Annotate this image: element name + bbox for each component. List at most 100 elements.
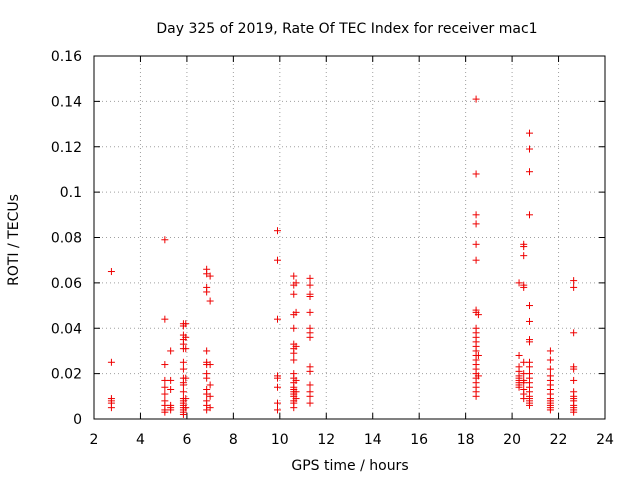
data-point [474,351,482,359]
x-tick-label: 12 [317,432,335,448]
x-tick-labels: 2 4 6 8 10 12 14 16 18 20 22 24 [90,432,614,448]
data-point [474,372,482,380]
data-point [526,168,534,176]
data-point [472,170,480,178]
data-point [520,252,528,260]
data-point [570,376,578,384]
data-point [526,129,534,137]
data-point [273,256,281,264]
data-point [292,376,300,384]
data-point [306,381,314,389]
data-point [161,315,169,323]
data-point [273,383,281,391]
data-point [107,268,115,276]
data-point [273,227,281,235]
x-tick-label: 10 [271,432,289,448]
y-tick-label: 0.08 [51,231,82,247]
data-point [306,333,314,341]
data-point [290,404,298,412]
data-point [161,236,169,244]
y-tick-label: 0.1 [60,185,82,201]
y-axis-label: ROTI / TECUs [6,194,22,286]
y-tick-label: 0.12 [51,140,82,156]
data-point [546,406,554,414]
data-point [472,240,480,248]
data-point [182,374,190,382]
data-point [520,243,528,251]
data-point [526,317,534,325]
data-point [290,290,298,298]
data-point [273,406,281,414]
data-point [526,338,534,346]
data-point [179,365,187,373]
data-point [179,381,187,389]
data-point [474,311,482,319]
axis-layer [93,55,606,420]
data-point [306,399,314,407]
data-point [290,349,298,357]
data-point [206,361,214,369]
data-point [107,404,115,412]
data-point [161,383,169,391]
data-point [182,345,190,353]
data-point [203,288,211,296]
data-point [306,292,314,300]
data-point [570,408,578,416]
data-point [292,308,300,316]
data-point [526,363,534,371]
data-point [179,410,187,418]
data-point [203,374,211,382]
data-point [570,365,578,373]
data-point [306,392,314,400]
data-point [292,395,300,403]
data-point [515,351,523,359]
data-point [472,95,480,103]
data-point [273,399,281,407]
data-point [179,358,187,366]
x-tick-label: 2 [90,432,99,448]
data-point [167,347,175,355]
data-point [206,381,214,389]
data-point [546,347,554,355]
data-point [167,376,175,384]
data-point [526,302,534,310]
data-point [546,365,554,373]
data-point [167,406,175,414]
x-tick-label: 6 [182,432,191,448]
data-point [273,374,281,382]
data-point [182,404,190,412]
data-point [306,367,314,375]
data-point [161,361,169,369]
y-tick-label: 0.14 [51,94,82,110]
x-tick-label: 22 [550,432,568,448]
data-point [206,272,214,280]
data-point [472,220,480,228]
data-point [570,277,578,285]
data-point [546,356,554,364]
x-tick-label: 8 [229,432,238,448]
y-tick-label: 0.16 [51,49,82,65]
data-point [273,315,281,323]
data-point [107,358,115,366]
data-point [161,408,169,416]
data-point [570,329,578,337]
x-axis-label: GPS time / hours [291,458,408,474]
data-point [515,383,523,391]
x-tick-label: 4 [136,432,145,448]
data-point [182,395,190,403]
data-point [290,324,298,332]
data-point [161,390,169,398]
data-point [306,308,314,316]
y-tick-label: 0.06 [51,276,82,292]
data-point [526,211,534,219]
data-point [472,256,480,264]
data-point [292,279,300,287]
data-point [520,283,528,291]
data-point [290,356,298,364]
data-point [306,281,314,289]
data-point [472,211,480,219]
data-point [570,283,578,291]
data-point [167,386,175,394]
